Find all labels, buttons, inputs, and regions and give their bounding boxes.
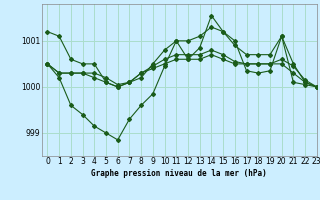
X-axis label: Graphe pression niveau de la mer (hPa): Graphe pression niveau de la mer (hPa) <box>91 169 267 178</box>
